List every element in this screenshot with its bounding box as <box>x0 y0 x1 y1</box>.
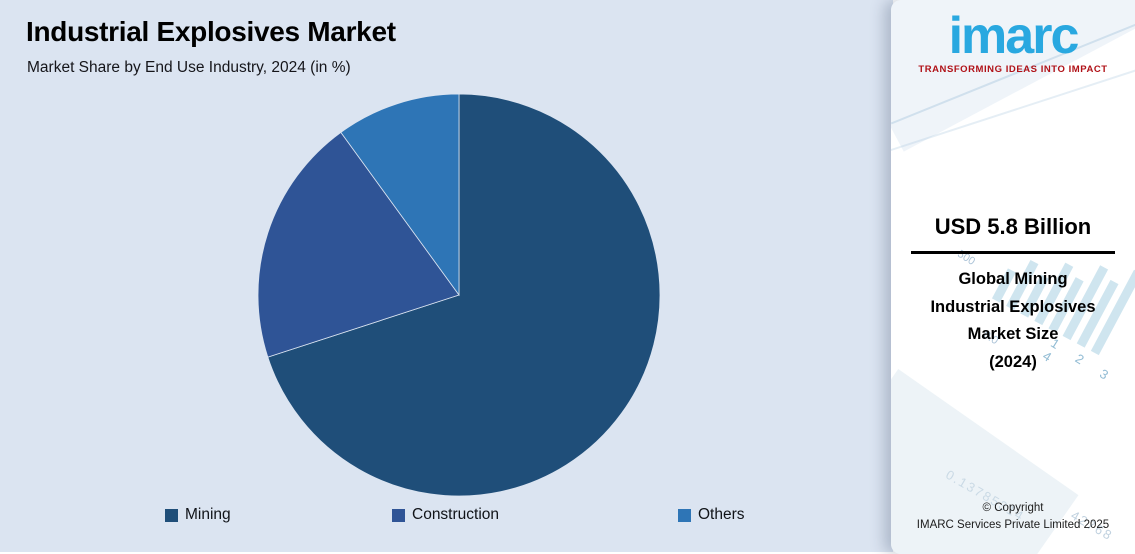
market-label-line: Industrial Explosives <box>930 297 1096 316</box>
chart-legend: Mining Construction Others <box>0 503 893 527</box>
legend-swatch-others <box>678 508 691 522</box>
market-label-line: Market Size <box>967 325 1059 343</box>
pie-chart <box>257 93 661 497</box>
market-value: USD 5.8 Billion <box>934 214 1092 239</box>
legend-item-construction: Construction <box>392 503 499 527</box>
market-label-line: (2024) <box>989 352 1037 371</box>
copyright-notice: © Copyright IMARC Services Private Limit… <box>891 500 1135 534</box>
imarc-logo-text: imarc <box>948 7 1080 65</box>
imarc-logo-tagline: TRANSFORMING IDEAS INTO IMPACT <box>918 64 1108 75</box>
legend-item-mining: Mining <box>165 503 231 527</box>
market-label: Global Mining Industrial Explosives Mark… <box>891 266 1135 376</box>
market-size-block: USD 5.8 Billion Global Mining Industrial… <box>891 214 1135 376</box>
copyright-line2: IMARC Services Private Limited 2025 <box>916 519 1110 531</box>
copyright-line1: © Copyright <box>982 502 1044 514</box>
legend-swatch-mining <box>165 508 178 522</box>
chart-subtitle: Market Share by End Use Industry, 2024 (… <box>27 59 351 76</box>
legend-item-others: Others <box>678 503 745 527</box>
imarc-logo: imarc TRANSFORMING IDEAS INTO IMPACT <box>891 8 1135 75</box>
brand-side-panel: 1 2 3 4 0.0 500 0.0982048 0.13785314 427… <box>891 0 1135 554</box>
legend-swatch-construction <box>392 508 405 522</box>
pie-slice-others <box>340 93 460 297</box>
legend-label-others: Others <box>698 506 745 523</box>
chart-area: Industrial Explosives Market Market Shar… <box>0 0 893 552</box>
watermark-line <box>891 66 1135 156</box>
legend-label-construction: Construction <box>412 506 500 523</box>
market-label-line: Global Mining <box>958 270 1068 288</box>
legend-label-mining: Mining <box>185 506 231 523</box>
page-title: Industrial Explosives Market <box>26 16 396 47</box>
pie-slice-mining <box>267 93 661 497</box>
pie-slice-construction <box>257 131 460 358</box>
divider-rule <box>911 251 1115 254</box>
